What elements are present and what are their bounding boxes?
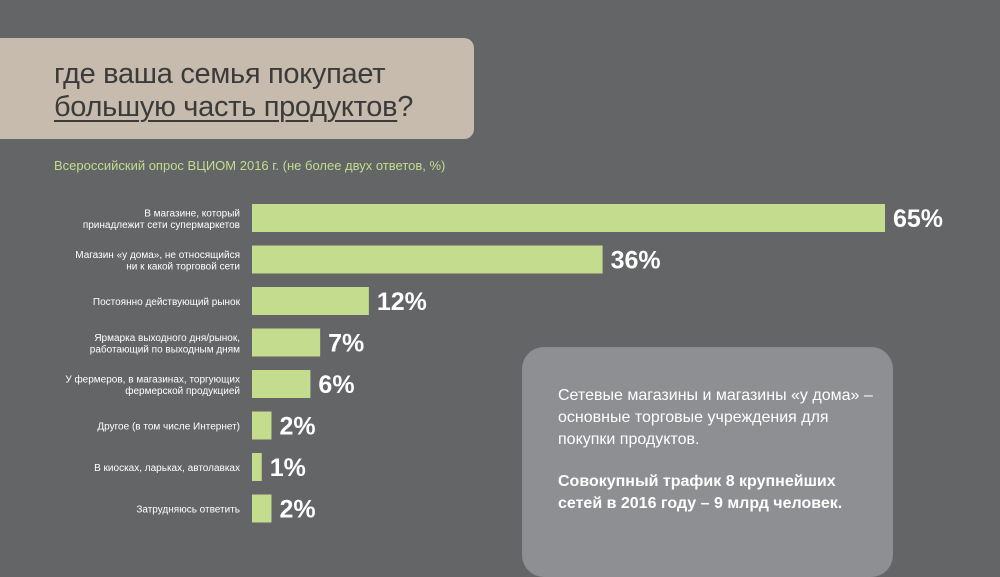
- value-label-0: 65%: [893, 205, 943, 233]
- bar-5: [252, 411, 272, 440]
- category-label-6-0: В киосках, ларьках, автолавках: [94, 463, 240, 474]
- info-box: Сетевые магазины и магазины «у дома» – о…: [522, 347, 893, 577]
- bar-6: [252, 453, 262, 481]
- value-label-6: 1%: [270, 454, 306, 482]
- category-label-1-0: Магазин «у дома», не относящийся: [75, 250, 240, 261]
- category-label-3-0: Ярмарка выходного дня/рынок,: [94, 333, 240, 344]
- title-box: где ваша семья покупает большую часть пр…: [0, 38, 474, 139]
- value-label-2: 12%: [377, 288, 427, 316]
- category-label-0-1: принадлежит сети супермаркетов: [83, 220, 240, 231]
- category-label-3-1: работающий по выходным дням: [90, 343, 240, 355]
- bar-4: [252, 370, 311, 398]
- bar-1: [252, 245, 603, 274]
- category-label-5-0: Другое (в том числе Интернет): [97, 422, 240, 433]
- bar-7: [252, 494, 272, 523]
- chart-subtitle: Всероссийский опрос ВЦИОМ 2016 г. (не бо…: [54, 158, 446, 173]
- value-label-5: 2%: [279, 413, 315, 441]
- title-line-1: где ваша семья покупает: [54, 58, 386, 90]
- title-underlined-text: большую часть продуктов: [54, 91, 398, 123]
- category-label-2-0: Постоянно действующий рынок: [93, 297, 241, 308]
- value-label-4: 6%: [318, 371, 354, 399]
- title-line-2: большую часть продуктов?: [54, 91, 413, 124]
- value-label-7: 2%: [279, 496, 315, 524]
- category-label-4-1: фермерской продукцией: [125, 385, 240, 397]
- title-question-mark: ?: [397, 91, 414, 123]
- value-label-3: 7%: [328, 330, 364, 358]
- info-text: Сетевые магазины и магазины «у дома» – о…: [558, 387, 873, 448]
- category-label-4-0: У фермеров, в магазинах, торгующих: [65, 373, 240, 385]
- value-label-1: 36%: [611, 247, 661, 275]
- info-bold-text: Совокупный трафик 8 крупнейших сетей в 2…: [558, 473, 843, 512]
- category-label-0-0: В магазине, который: [144, 208, 240, 219]
- bar-2: [252, 287, 369, 315]
- category-label-7-0: Затрудняюсь ответить: [136, 505, 240, 516]
- category-label-1-1: ни к какой торговой сети: [126, 261, 240, 272]
- bar-0: [252, 204, 885, 232]
- bar-3: [252, 328, 321, 357]
